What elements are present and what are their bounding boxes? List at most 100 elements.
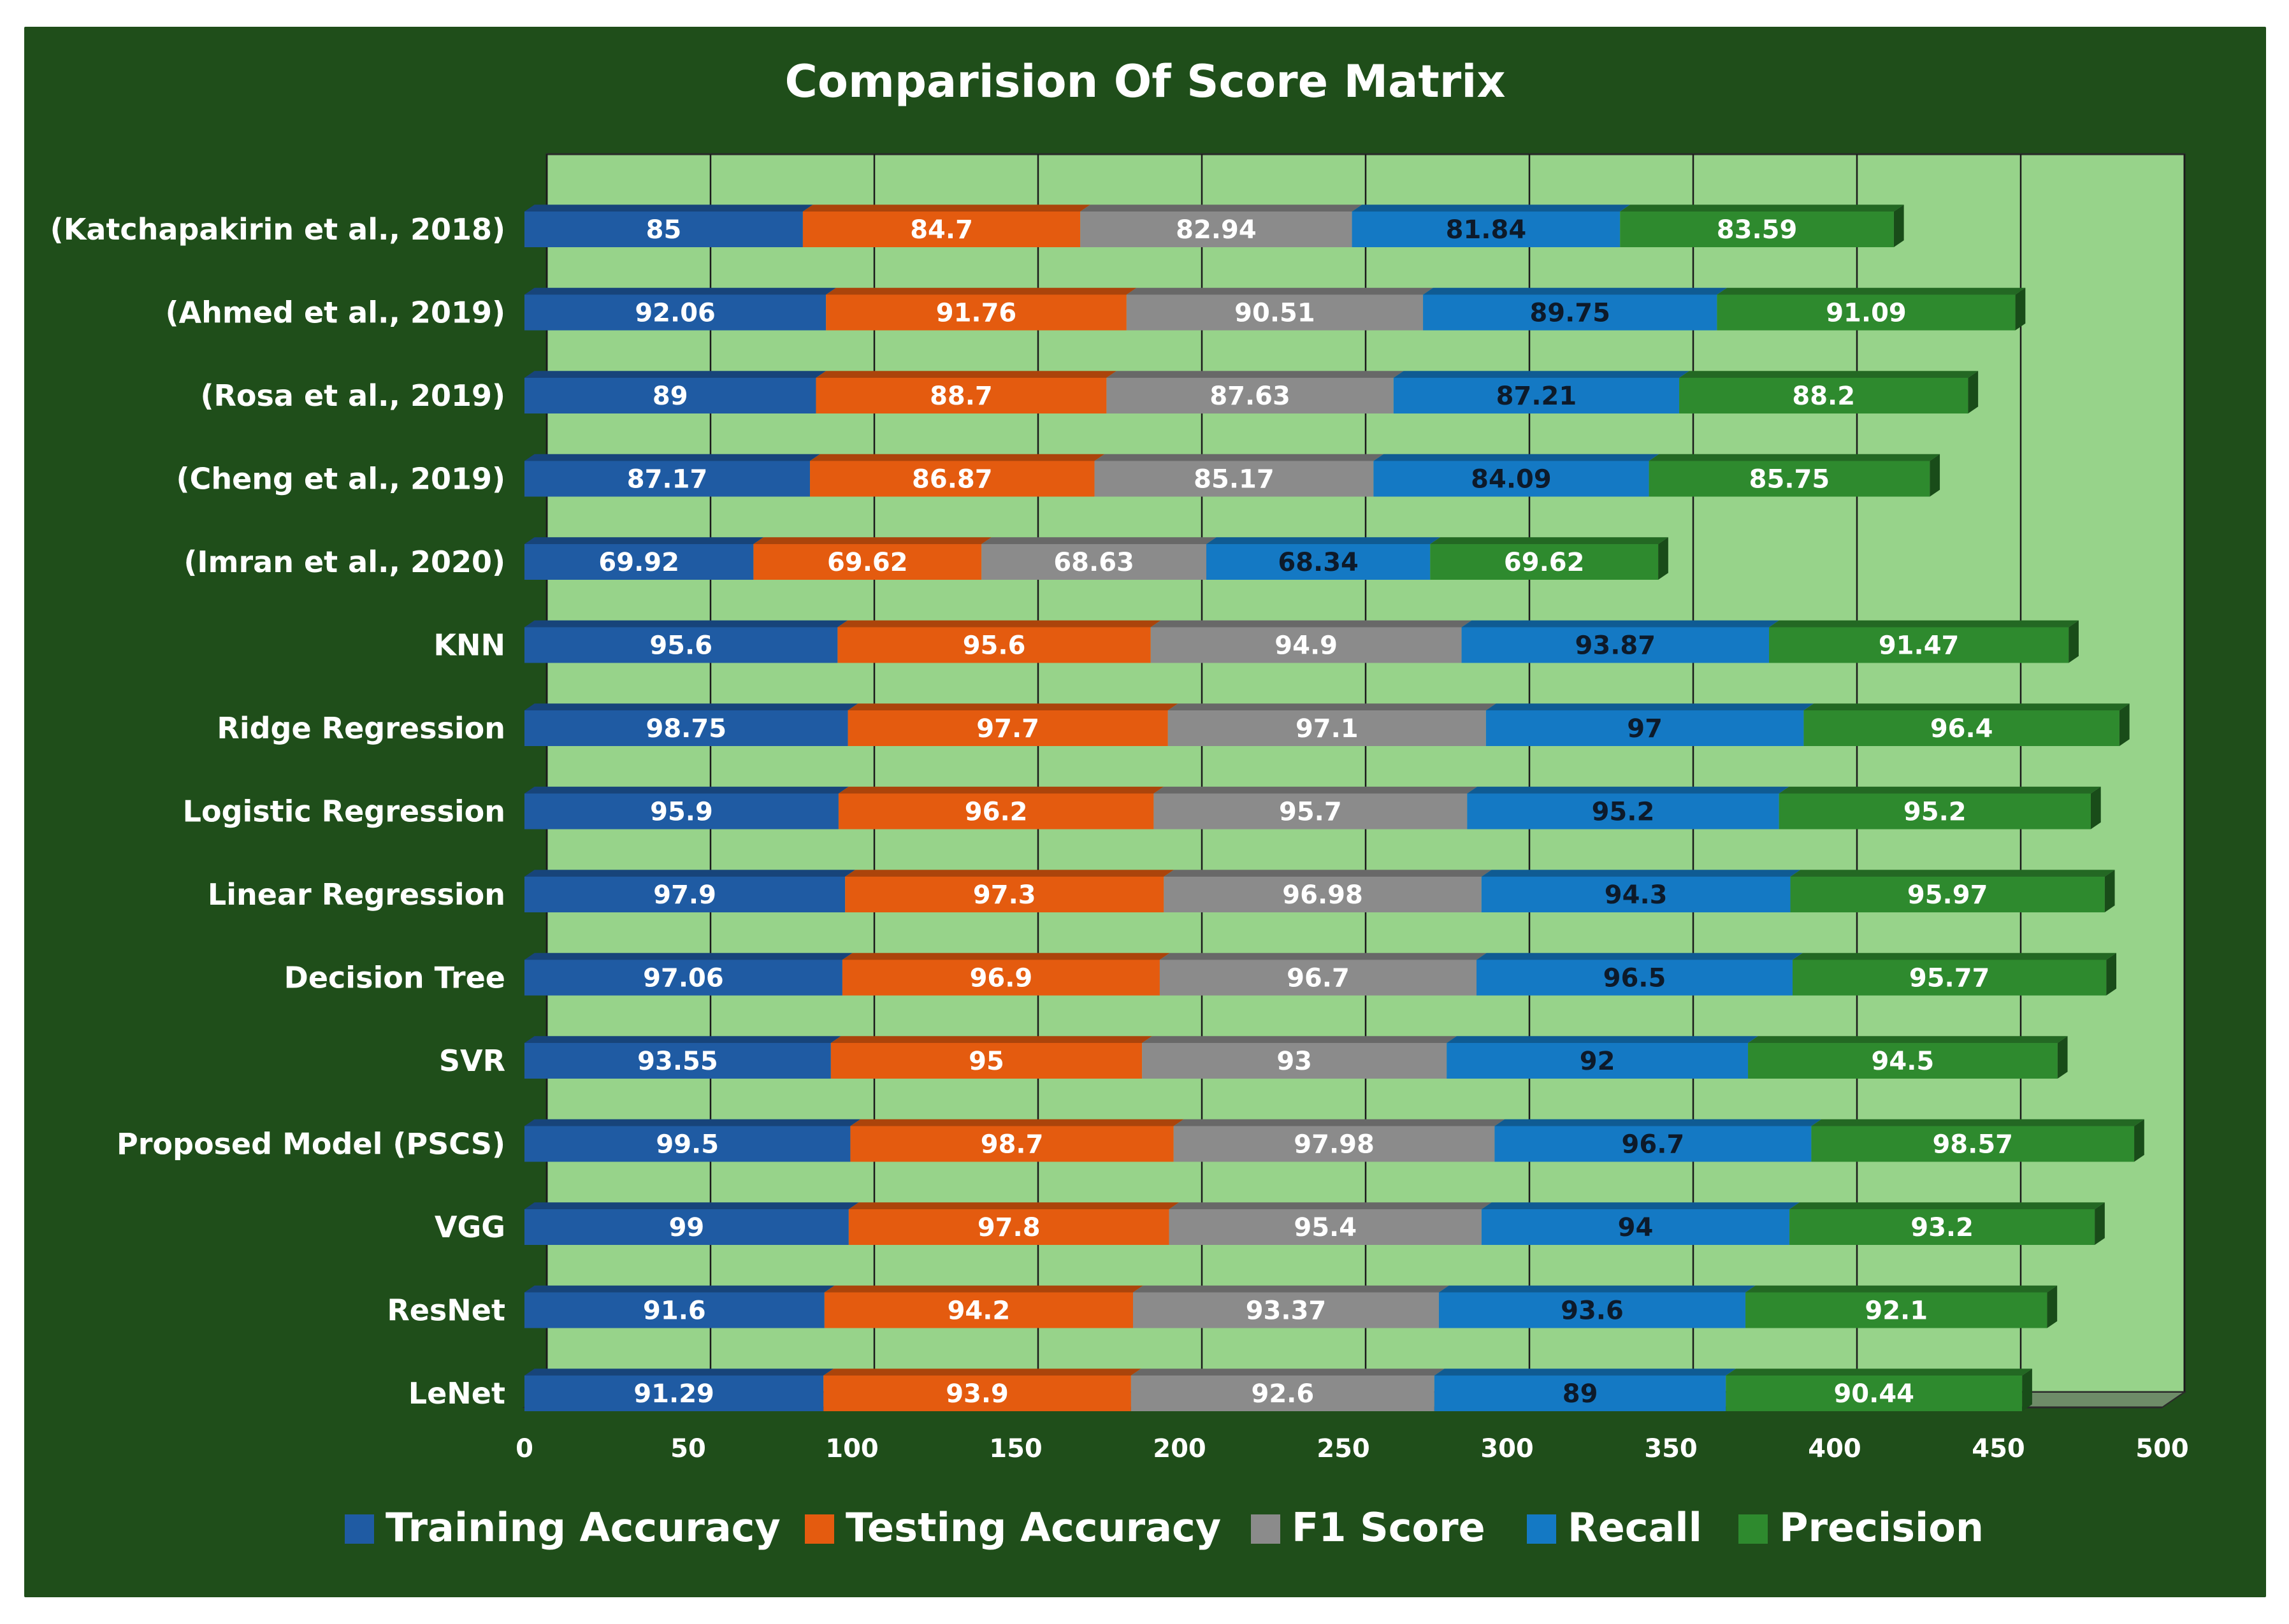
bar-top-face xyxy=(524,1119,861,1126)
bar-top-face xyxy=(1649,454,1940,461)
bar-end-face xyxy=(1893,205,1904,247)
bar-end-face xyxy=(2047,1285,2058,1328)
bar-end-face xyxy=(2057,1036,2068,1079)
legend: Training Accuracy Testing Accuracy F1 Scor… xyxy=(345,1504,1984,1551)
bar-value-label: 94.2 xyxy=(948,1297,1011,1326)
bar-value-label: 92.1 xyxy=(1865,1297,1928,1326)
bar-segment xyxy=(1790,877,2105,912)
legend-label: Training Accuracy xyxy=(386,1504,781,1551)
bar-value-label: 97 xyxy=(1627,714,1663,744)
bar-top-face xyxy=(1476,952,1803,960)
legend-swatch xyxy=(1738,1514,1768,1544)
legend-item: Precision xyxy=(1738,1504,1984,1551)
bar-value-label: 69.62 xyxy=(1504,548,1585,577)
bar-row: 97.06 96.9 96.7 96.5 95.77 xyxy=(524,952,2117,996)
bar-value-label: 81.84 xyxy=(1446,215,1527,245)
bar-top-face xyxy=(524,1202,859,1209)
bar-value-label: 87.21 xyxy=(1496,382,1577,411)
bar-top-face xyxy=(524,786,849,794)
bar-top-face xyxy=(1726,1369,2032,1376)
bar-top-face xyxy=(1620,205,1904,212)
bar-value-label: 85.75 xyxy=(1749,465,1830,494)
x-tick-label: 300 xyxy=(1480,1434,1534,1463)
chart-svg: 85 84.7 82.94 81.84 83.59 92.06 91.76 90.51 89.7… xyxy=(50,55,2189,1551)
x-tick-label: 100 xyxy=(825,1434,879,1463)
bar-top-face xyxy=(1206,537,1441,544)
bar-value-label: 96.2 xyxy=(965,798,1028,827)
bar-segment xyxy=(524,544,754,580)
bar-value-label: 93.9 xyxy=(946,1379,1009,1409)
bar-top-face xyxy=(837,620,1161,628)
bar-top-face xyxy=(1142,1036,1457,1043)
bar-value-label: 91.29 xyxy=(633,1379,714,1409)
chart-title: Comparision Of Score Matrix xyxy=(785,55,1506,108)
bar-segment xyxy=(1150,627,1462,663)
bar-value-label: 84.09 xyxy=(1471,465,1552,494)
bar-segment xyxy=(524,378,816,413)
bar-top-face xyxy=(524,1036,841,1043)
bar-top-face xyxy=(848,1202,1180,1209)
bar-top-face xyxy=(1717,287,2026,295)
bar-segment xyxy=(850,1126,1174,1162)
legend-swatch xyxy=(805,1514,834,1544)
bar-segment xyxy=(1476,959,1793,996)
bar-value-label: 96.5 xyxy=(1603,964,1666,993)
bar-row: 69.92 69.62 68.63 68.34 69.62 xyxy=(524,537,1668,580)
bar-end-face xyxy=(2022,1369,2032,1411)
bar-end-face xyxy=(2134,1119,2144,1162)
bar-top-face xyxy=(1164,870,1492,877)
bar-value-label: 89 xyxy=(1563,1379,1598,1409)
bar-top-face xyxy=(524,537,764,544)
bar-value-label: 90.51 xyxy=(1234,299,1315,328)
bar-value-label: 84.7 xyxy=(910,215,973,245)
legend-label: Testing Accuracy xyxy=(846,1504,1221,1551)
bar-value-label: 94.5 xyxy=(1872,1047,1935,1076)
bar-top-face xyxy=(524,1369,834,1376)
bar-segment xyxy=(524,1043,831,1079)
bar-segment xyxy=(1352,212,1621,247)
bar-top-face xyxy=(824,1285,1143,1293)
bar-segment xyxy=(1779,793,2091,830)
x-tick-label: 200 xyxy=(1153,1434,1206,1463)
bar-segment xyxy=(753,544,982,580)
grid-lines xyxy=(545,154,2186,1392)
bar-value-label: 97.8 xyxy=(978,1213,1041,1242)
bar-value-label: 91.76 xyxy=(936,299,1017,328)
bar-segment xyxy=(1748,1043,2058,1079)
bar-value-label: 82.94 xyxy=(1176,215,1257,245)
bar-row: 97.9 97.3 96.98 94.3 95.97 xyxy=(524,870,2115,912)
bar-segment xyxy=(1173,1126,1495,1162)
bar-value-label: 86.87 xyxy=(912,465,993,494)
bar-top-face xyxy=(1173,1119,1505,1126)
category-label: LeNet xyxy=(408,1376,505,1411)
bar-segment xyxy=(1153,793,1468,830)
bar-segment xyxy=(826,294,1127,331)
bar-top-face xyxy=(981,537,1217,544)
bar-value-label: 96.7 xyxy=(1287,964,1350,993)
bar-value-label: 93.2 xyxy=(1910,1213,1974,1242)
bar-value-label: 88.7 xyxy=(930,382,993,411)
bar-value-label: 95.6 xyxy=(649,631,712,661)
bar-value-label: 93.6 xyxy=(1561,1297,1624,1326)
bar-top-face xyxy=(848,703,1178,710)
bar-segment xyxy=(1094,461,1374,497)
bar-value-label: 92 xyxy=(1580,1047,1615,1076)
bar-segment xyxy=(1789,1209,2095,1245)
bar-value-label: 98.57 xyxy=(1932,1130,2013,1160)
x-tick-label: 450 xyxy=(1972,1434,2025,1463)
bar-end-face xyxy=(2095,1202,2105,1245)
bar-segment xyxy=(1620,212,1894,247)
bar-row: 85 84.7 82.94 81.84 83.59 xyxy=(524,205,1904,247)
category-labels: (Katchapakirin et al., 2018) (Ahmed et al… xyxy=(50,212,505,1411)
bar-top-face xyxy=(830,1036,1152,1043)
bar-row: 91.6 94.2 93.37 93.6 92.1 xyxy=(524,1285,2058,1328)
bar-top-face xyxy=(1153,786,1478,794)
bar-value-label: 97.9 xyxy=(653,880,716,910)
bar-segment xyxy=(1811,1126,2135,1162)
category-label: KNN xyxy=(433,628,505,663)
bar-top-face xyxy=(1438,1285,1756,1293)
bar-end-face xyxy=(2069,620,2079,663)
bar-top-face xyxy=(1790,870,2115,877)
bar-segment xyxy=(1494,1126,1812,1162)
bar-segment xyxy=(1434,1376,1726,1411)
